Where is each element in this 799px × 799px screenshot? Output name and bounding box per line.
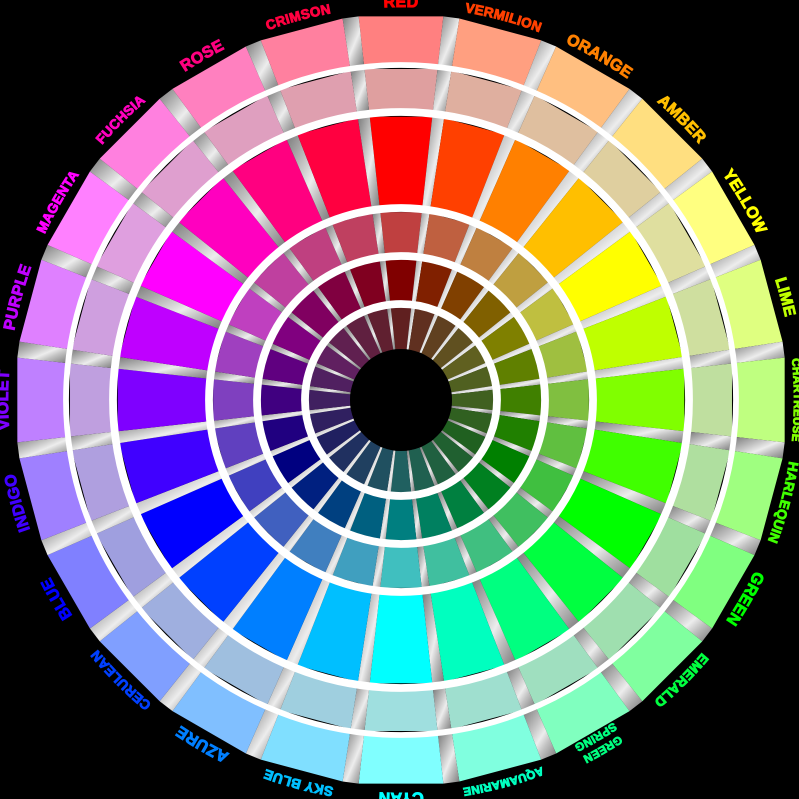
svg-text:CYAN: CYAN <box>378 788 424 799</box>
svg-text:RED: RED <box>383 0 418 11</box>
svg-text:VIOLET: VIOLET <box>0 369 13 430</box>
